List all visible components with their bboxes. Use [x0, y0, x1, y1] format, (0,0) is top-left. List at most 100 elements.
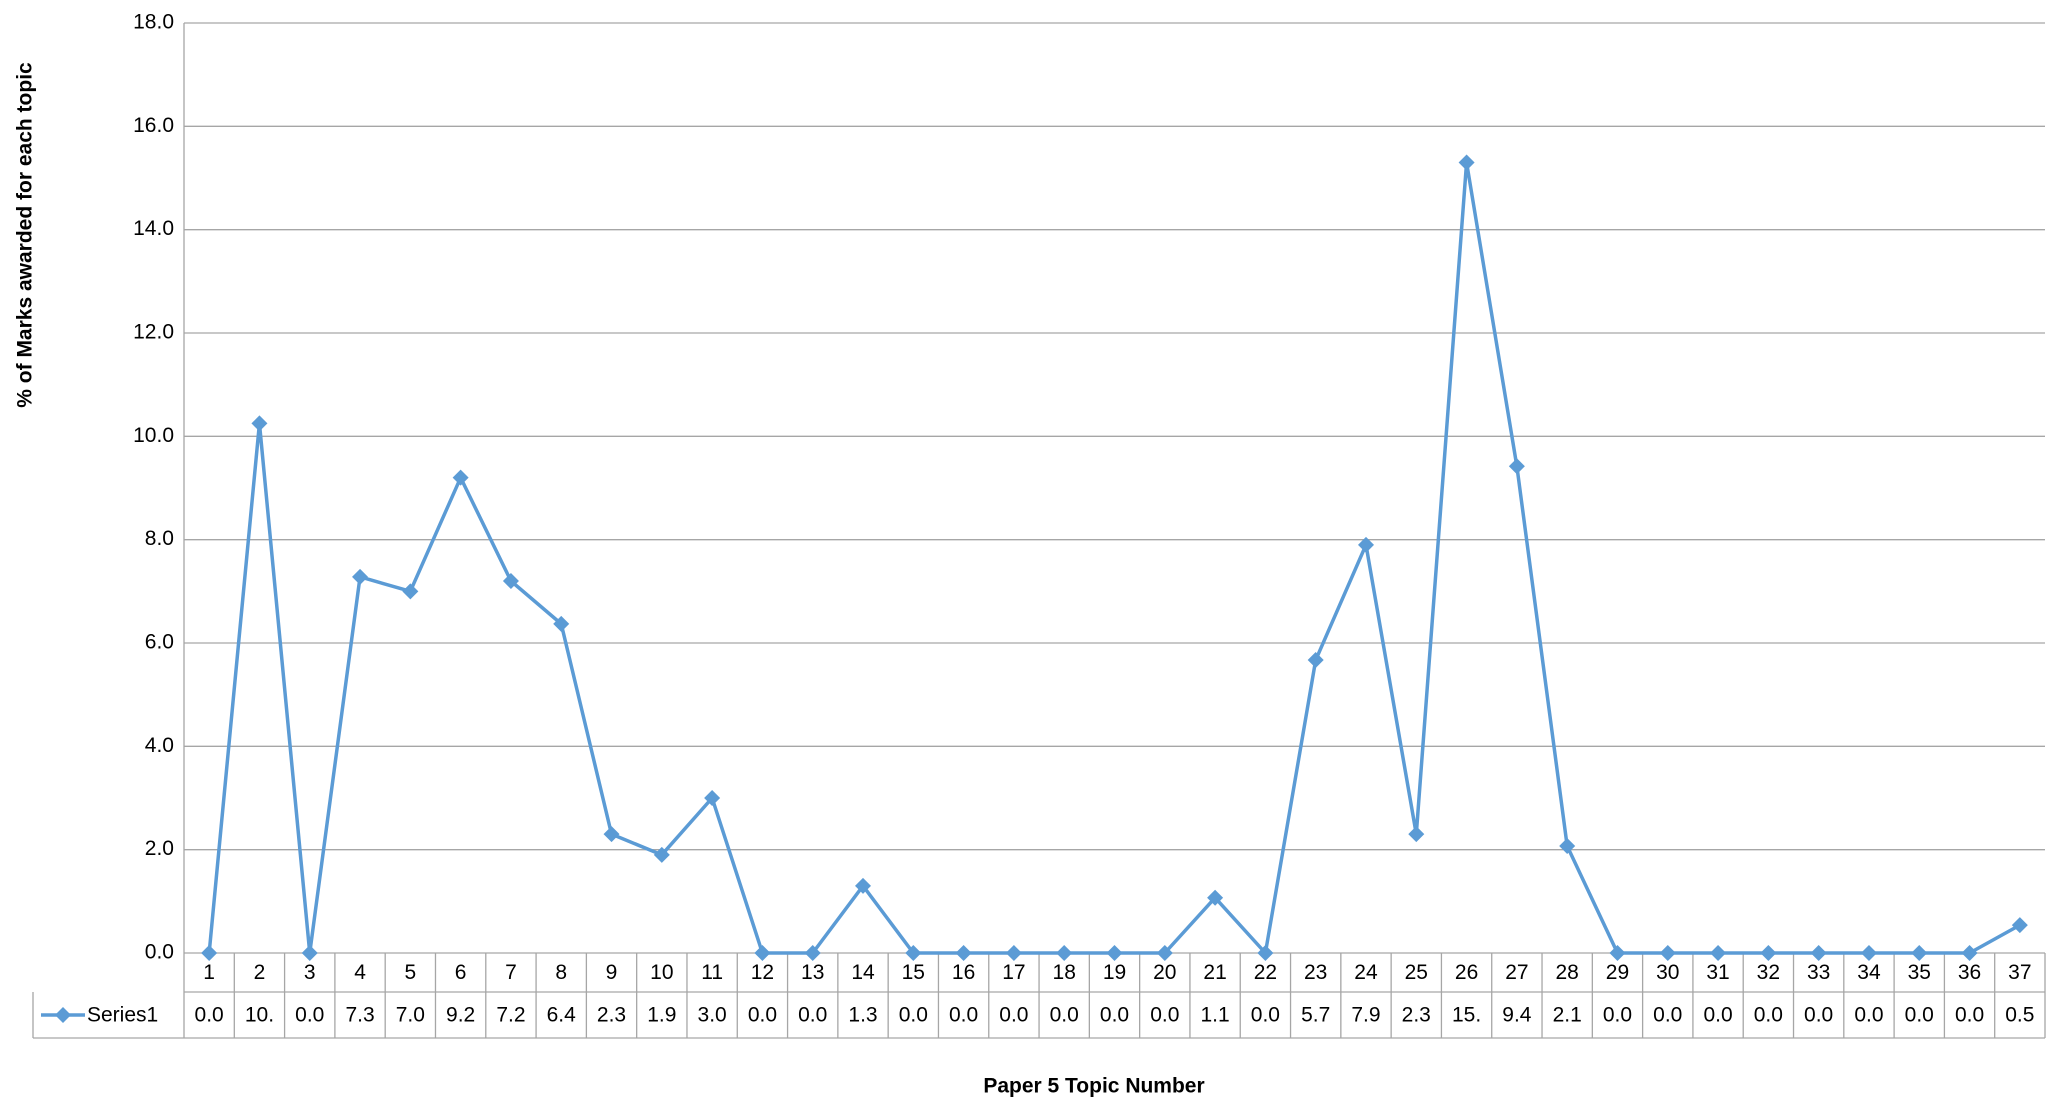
table-value: 0.0 — [1251, 1004, 1280, 1027]
y-tick-label: 18.0 — [133, 11, 174, 34]
table-value: 0.0 — [1653, 1004, 1682, 1027]
marker — [1861, 945, 1877, 961]
legend-label: Series1 — [87, 1004, 158, 1027]
x-tick-label: 1 — [203, 961, 215, 984]
x-tick-label: 11 — [701, 961, 723, 984]
x-tick-label: 29 — [1606, 961, 1629, 984]
marker — [754, 945, 770, 961]
x-tick-label: 3 — [304, 961, 316, 984]
x-tick-label: 31 — [1706, 961, 1729, 984]
x-tick-label: 9 — [606, 961, 618, 984]
x-tick-label: 36 — [1958, 961, 1981, 984]
y-tick-label: 8.0 — [145, 527, 174, 550]
marker — [1509, 458, 1525, 474]
x-tick-label: 37 — [2008, 961, 2031, 984]
marker — [604, 826, 620, 842]
x-tick-label: 26 — [1455, 961, 1478, 984]
table-value: 0.0 — [1703, 1004, 1732, 1027]
table-value: 0.0 — [1754, 1004, 1783, 1027]
table-value: 2.3 — [1402, 1004, 1431, 1027]
y-tick-label: 14.0 — [133, 217, 174, 240]
table-value: 0.0 — [1905, 1004, 1934, 1027]
y-tick-label: 0.0 — [145, 941, 174, 964]
legend-key-marker — [55, 1007, 71, 1023]
y-tick-label: 2.0 — [145, 837, 174, 860]
y-axis-title: % of Marks awarded for each topic — [14, 62, 37, 408]
table-value: 7.9 — [1351, 1004, 1380, 1027]
marker — [302, 945, 318, 961]
x-tick-label: 2 — [254, 961, 266, 984]
x-tick-label: 24 — [1354, 961, 1378, 984]
marker — [1459, 155, 1475, 171]
x-tick-label: 32 — [1757, 961, 1780, 984]
y-tick-label: 16.0 — [133, 114, 174, 137]
x-tick-label: 34 — [1857, 961, 1881, 984]
marker — [453, 470, 469, 486]
table-value: 3.0 — [698, 1004, 727, 1027]
table-value: 1.9 — [647, 1004, 676, 1027]
x-tick-label: 23 — [1304, 961, 1327, 984]
table-value: 0.0 — [195, 1004, 224, 1027]
x-tick-label: 27 — [1505, 961, 1528, 984]
marker — [1911, 945, 1927, 961]
x-tick-label: 19 — [1103, 961, 1126, 984]
marker — [251, 415, 267, 431]
marker — [1107, 945, 1123, 961]
y-tick-label: 4.0 — [145, 734, 174, 757]
table-value: 0.0 — [1100, 1004, 1129, 1027]
table-value: 7.3 — [345, 1004, 374, 1027]
x-tick-label: 18 — [1053, 961, 1076, 984]
x-tick-label: 5 — [404, 961, 416, 984]
table-value: 0.0 — [1804, 1004, 1833, 1027]
x-tick-label: 28 — [1555, 961, 1578, 984]
x-axis-title: Paper 5 Topic Number — [983, 1075, 1204, 1098]
table-value: 0.0 — [798, 1004, 827, 1027]
marker — [1710, 945, 1726, 961]
y-tick-label: 6.0 — [145, 631, 174, 654]
table-value: 0.0 — [295, 1004, 324, 1027]
marker — [1962, 945, 1978, 961]
marker — [402, 583, 418, 599]
table-value: 7.2 — [496, 1004, 525, 1027]
table-value: 1.3 — [848, 1004, 877, 1027]
table-value: 0.0 — [949, 1004, 978, 1027]
marker — [1811, 945, 1827, 961]
marker — [2012, 917, 2028, 933]
table-value: 1.1 — [1200, 1004, 1229, 1027]
series-line — [209, 163, 2020, 954]
x-tick-label: 15 — [902, 961, 925, 984]
x-tick-label: 35 — [1908, 961, 1931, 984]
marker — [1660, 945, 1676, 961]
table-value: 6.4 — [547, 1004, 577, 1027]
x-tick-label: 25 — [1405, 961, 1428, 984]
x-tick-label: 30 — [1656, 961, 1679, 984]
x-tick-label: 10 — [650, 961, 673, 984]
marker — [1760, 945, 1776, 961]
x-tick-label: 21 — [1203, 961, 1226, 984]
table-value: 0.0 — [899, 1004, 928, 1027]
marker — [1308, 652, 1324, 668]
marker — [1559, 838, 1575, 854]
x-tick-label: 22 — [1254, 961, 1277, 984]
x-tick-label: 13 — [801, 961, 824, 984]
table-value: 10. — [245, 1004, 274, 1027]
table-value: 2.3 — [597, 1004, 626, 1027]
x-tick-label: 20 — [1153, 961, 1176, 984]
table-value: 9.2 — [446, 1004, 475, 1027]
chart: % of Marks awarded for each topic Paper … — [0, 0, 2047, 1100]
table-value: 0.0 — [1955, 1004, 1984, 1027]
marker — [1609, 945, 1625, 961]
table-value: 5.7 — [1301, 1004, 1330, 1027]
table-value: 0.0 — [1603, 1004, 1632, 1027]
table-value: 15. — [1452, 1004, 1481, 1027]
x-tick-label: 7 — [505, 961, 517, 984]
table-value: 0.0 — [748, 1004, 777, 1027]
marker — [201, 945, 217, 961]
marker — [1006, 945, 1022, 961]
table-value: 7.0 — [396, 1004, 425, 1027]
table-value: 0.0 — [1854, 1004, 1883, 1027]
x-tick-label: 6 — [455, 961, 467, 984]
table-value: 0.0 — [1150, 1004, 1179, 1027]
x-tick-label: 4 — [354, 961, 366, 984]
marker — [1056, 945, 1072, 961]
